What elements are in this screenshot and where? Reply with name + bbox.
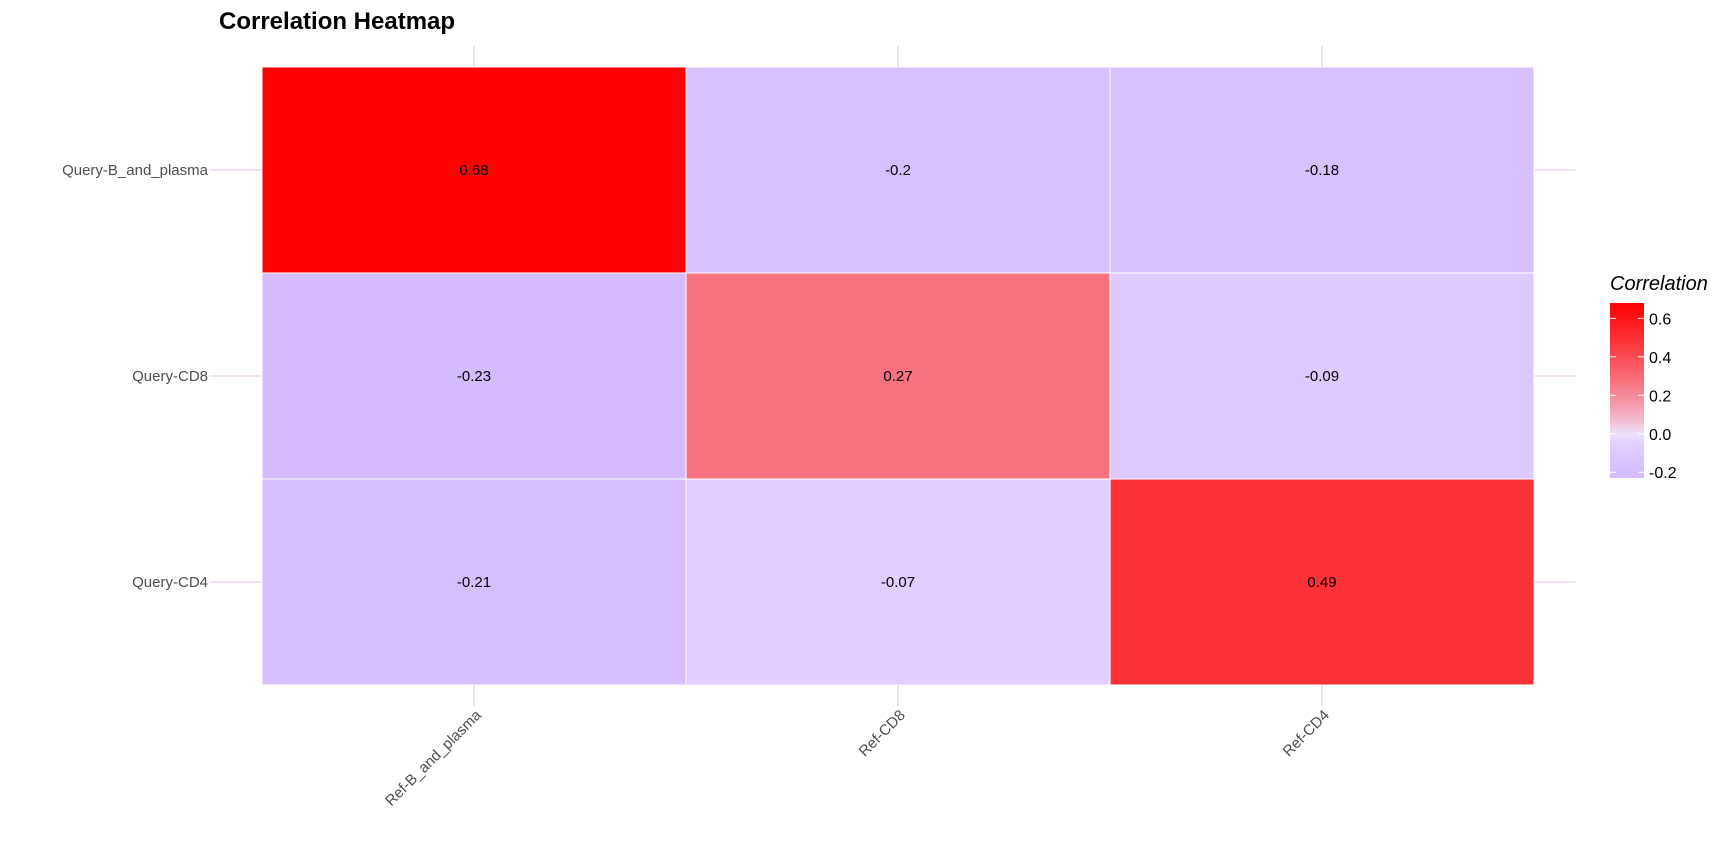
cell-value-label: -0.23 bbox=[457, 368, 491, 385]
heatmap-cell bbox=[685, 478, 1111, 686]
heatmap-cell bbox=[261, 272, 687, 480]
heatmap-cell bbox=[685, 272, 1111, 480]
x-axis-ticks: Ref-B_and_plasma Ref-CD8 Ref-CD4 bbox=[382, 706, 1333, 809]
cell-value-label: -0.07 bbox=[881, 574, 915, 591]
legend-tick-label: 0.4 bbox=[1649, 350, 1671, 367]
heatmap-cell bbox=[261, 478, 687, 686]
legend-tick-label: 0.6 bbox=[1649, 311, 1671, 328]
cell-labels: 0.68 -0.2 -0.18 -0.23 0.27 -0.09 -0.21 -0.07 0.4… bbox=[457, 162, 1339, 591]
heatmap-cells bbox=[261, 66, 1535, 686]
cell-value-label: -0.21 bbox=[457, 574, 491, 591]
cell-value-label: 0.49 bbox=[1307, 574, 1336, 591]
heatmap-cell bbox=[261, 66, 687, 274]
x-tick-label: Ref-CD4 bbox=[1280, 707, 1333, 760]
cell-value-label: -0.18 bbox=[1305, 162, 1339, 179]
y-tick-label: Query-B_and_plasma bbox=[62, 162, 209, 179]
cell-value-label: -0.09 bbox=[1305, 368, 1339, 385]
heatmap-cell bbox=[1109, 66, 1535, 274]
heatmap-cell bbox=[1109, 478, 1535, 686]
legend: Correlation 0.6 0.4 0.2 0.0 -0.2 bbox=[1610, 273, 1708, 482]
heatmap-cell bbox=[1109, 272, 1535, 480]
legend-tick-label: 0.0 bbox=[1649, 427, 1671, 444]
cell-value-label: -0.2 bbox=[885, 162, 911, 179]
legend-title: Correlation bbox=[1610, 273, 1708, 295]
x-tick-label: Ref-CD8 bbox=[856, 707, 909, 760]
legend-tick-label: 0.2 bbox=[1649, 388, 1671, 405]
y-axis-ticks: Query-B_and_plasma Query-CD8 Query-CD4 bbox=[62, 162, 209, 591]
y-tick-label: Query-CD4 bbox=[132, 574, 208, 591]
legend-tick-label: -0.2 bbox=[1649, 465, 1677, 482]
cell-value-label: 0.68 bbox=[459, 162, 488, 179]
chart-title: Correlation Heatmap bbox=[219, 8, 455, 35]
legend-color-bar bbox=[1610, 303, 1644, 478]
cell-value-label: 0.27 bbox=[883, 368, 912, 385]
x-tick-label: Ref-B_and_plasma bbox=[382, 706, 485, 809]
y-tick-label: Query-CD8 bbox=[132, 368, 208, 385]
